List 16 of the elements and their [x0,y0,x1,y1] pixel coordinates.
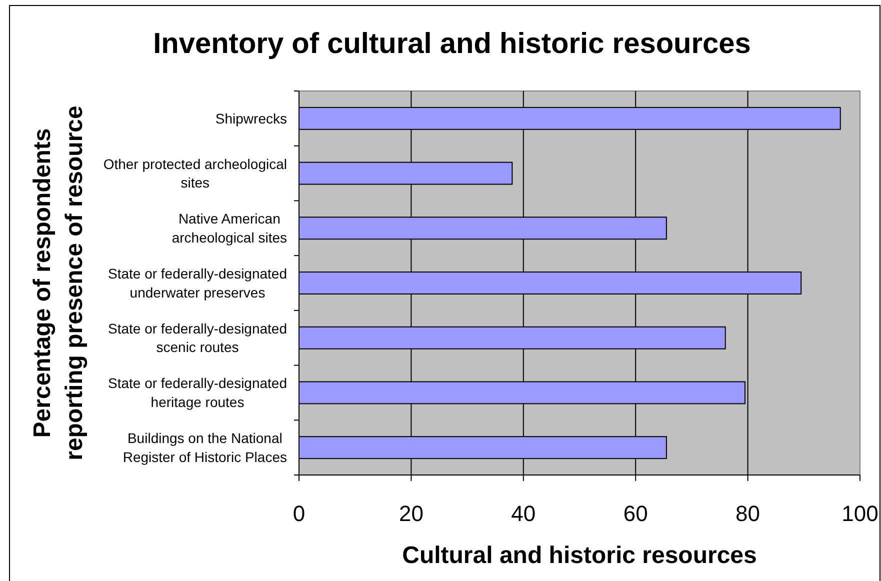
y-tick-label: Native American archeological sites [172,210,287,246]
x-axis-title: Cultural and historic resources [402,542,757,569]
x-tick-label: 80 [736,501,760,526]
x-tick-label: 60 [623,501,648,526]
x-tick-label: 40 [511,501,536,526]
y-tick-label: Other protected archeological sites [103,156,288,191]
x-tick-label: 100 [842,501,878,526]
x-tick-label: 0 [292,501,306,526]
y-axis-title: Percentage of respondents reporting presence of resource [29,106,88,460]
y-tick-label: State or federally-designated heritage routes [108,375,287,410]
y-tick-label: Shipwrecks [215,110,288,126]
y-tick-label: State or federally-designated underwater preserves [108,266,287,300]
x-tick-label: 20 [398,501,424,526]
chart-title: Inventory of cultural and historic resources [153,28,751,60]
y-tick-label: State or federally-designated scenic routes [108,320,287,356]
y-tick-label: Buildings on the National Register of Historic Places [122,430,288,465]
